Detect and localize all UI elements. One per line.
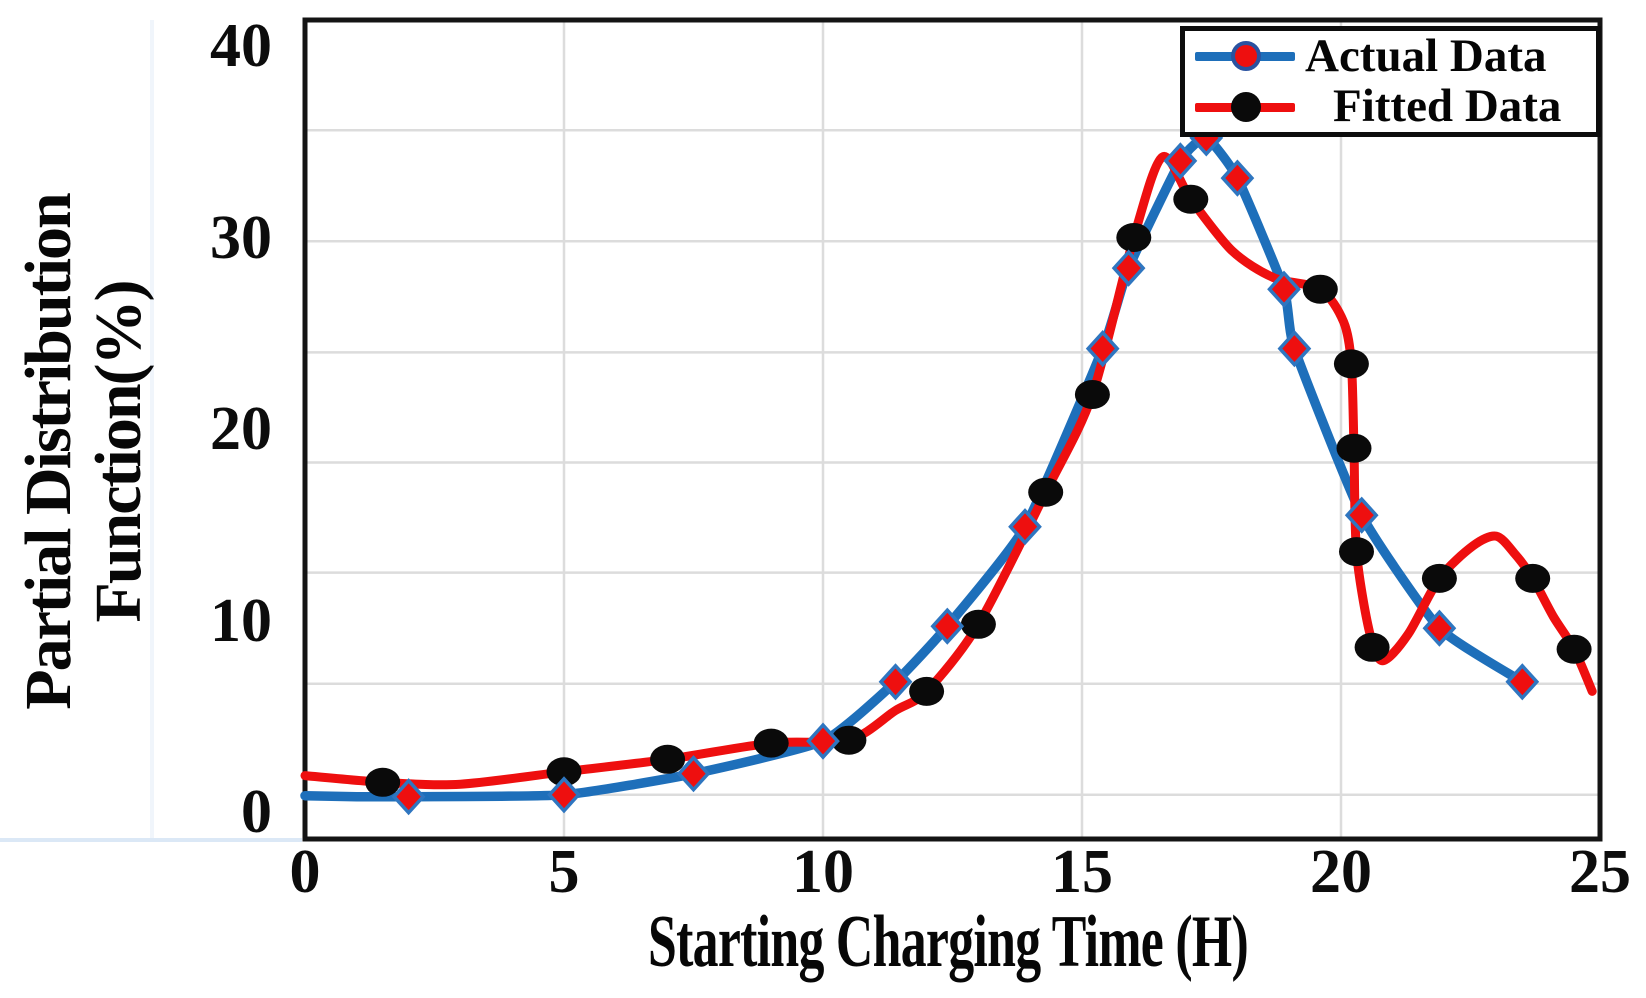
legend-item-fitted: Fitted Data: [1185, 82, 1596, 132]
fitted-data-marker: [1302, 274, 1338, 304]
legend-sample-actual: [1195, 38, 1305, 74]
fitted-data-marker: [1421, 563, 1457, 593]
y-tick-label: 10: [210, 587, 272, 655]
legend-marker-actual-icon: [1231, 41, 1261, 72]
actual-data-marker: [1267, 270, 1301, 308]
actual-data-marker: [1220, 159, 1255, 197]
legend-item-actual: Actual Data: [1185, 31, 1596, 81]
fitted-data-marker: [1074, 380, 1110, 409]
actual-data-marker: [1422, 609, 1457, 647]
y-tick-label: 0: [241, 778, 272, 846]
fitted-data-marker: [1173, 184, 1209, 214]
fitted-data-marker: [1333, 349, 1369, 379]
legend-label-fitted: Fitted Data: [1333, 80, 1562, 133]
fitted-data-marker: [1354, 632, 1390, 662]
legend-sample-fitted: [1195, 89, 1305, 125]
fitted-data-marker: [650, 744, 686, 774]
x-tick-label: 25: [1569, 838, 1631, 906]
x-axis-title: Starting Charging Time (H): [519, 901, 1376, 983]
fitted-data-marker: [1515, 563, 1551, 593]
fitted-data-marker: [1556, 634, 1592, 664]
x-tick-label: 20: [1310, 838, 1372, 906]
actual-data-marker: [676, 755, 711, 793]
y-axis-title-line1: Partial Distribution: [12, 194, 85, 710]
actual-data-marker: [1163, 142, 1198, 180]
y-tick-label: 20: [210, 395, 272, 463]
fitted-data-marker: [365, 767, 401, 797]
fitted-data-marker: [1336, 433, 1372, 463]
actual-data-marker: [1008, 508, 1042, 546]
actual-data-marker: [930, 607, 965, 645]
fitted-data-marker: [909, 676, 945, 706]
fitted-data-marker: [1028, 477, 1064, 507]
legend: Actual Data Fitted Data: [1180, 26, 1601, 137]
x-axis-title-text: Starting Charging Time (H): [647, 901, 1249, 983]
actual-data-marker: [1111, 249, 1146, 287]
fitted-data-marker: [831, 725, 867, 755]
legend-marker-fitted-icon: [1231, 91, 1261, 122]
actual-data-marker: [547, 776, 581, 814]
y-tick-label: 30: [210, 204, 272, 272]
x-tick-label: 0: [289, 838, 321, 906]
actual-data-marker: [806, 722, 840, 760]
actual-data-marker: [1344, 496, 1379, 534]
legend-label-actual: Actual Data: [1305, 29, 1547, 82]
fitted-data-marker: [546, 757, 582, 787]
x-tick-label: 15: [1051, 838, 1113, 906]
fitted-data-marker: [1116, 223, 1152, 252]
plot-border: [302, 17, 1603, 842]
fitted-data-marker: [960, 609, 996, 639]
actual-data-marker: [878, 663, 913, 701]
x-tick-label: 10: [792, 838, 854, 906]
actual-data-marker: [1505, 663, 1540, 701]
fitted-data-marker: [753, 728, 789, 758]
fitted-data-line: [300, 152, 1597, 790]
actual-data-marker: [1085, 329, 1120, 368]
y-tick-label: 40: [210, 12, 272, 80]
actual-data-marker: [391, 778, 426, 816]
actual-data-marker: [1277, 329, 1312, 368]
fitted-data-marker: [1339, 537, 1374, 567]
x-tick-label: 5: [548, 838, 580, 906]
